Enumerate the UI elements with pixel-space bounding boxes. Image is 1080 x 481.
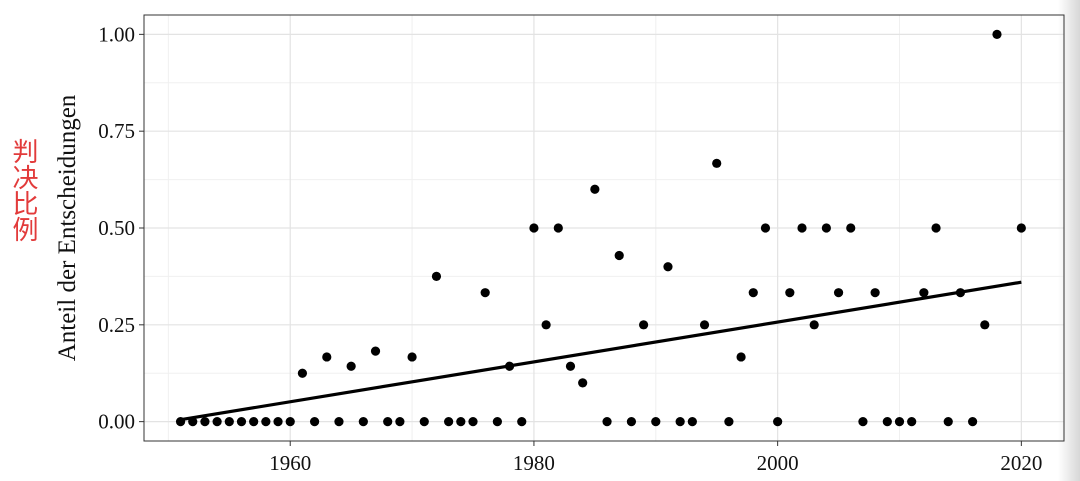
data-point — [224, 417, 234, 427]
data-point — [809, 320, 819, 330]
data-point — [1016, 223, 1026, 233]
x-tick-label: 2000 — [757, 451, 799, 475]
data-point — [261, 417, 271, 427]
data-point — [833, 288, 844, 298]
y-axis-ticks: 0.00 0.25 0.50 0.75 1.00 — [98, 22, 144, 434]
data-point — [370, 346, 381, 356]
data-point — [626, 417, 637, 427]
data-point — [919, 288, 929, 298]
y-tick-label: 0.50 — [98, 216, 135, 240]
data-point — [285, 417, 295, 427]
data-point — [687, 417, 697, 427]
data-point — [992, 29, 1002, 39]
data-point — [578, 378, 588, 388]
data-point — [517, 417, 527, 427]
data-point — [431, 271, 442, 282]
data-point — [249, 417, 259, 427]
data-point — [846, 223, 856, 233]
data-point — [529, 223, 539, 233]
data-point — [358, 417, 368, 427]
data-point — [797, 223, 807, 233]
data-point — [188, 417, 198, 427]
data-point — [907, 417, 917, 427]
data-point — [297, 368, 308, 378]
data-point — [395, 417, 405, 427]
data-point — [699, 320, 710, 330]
chinese-side-annotation: 判决比例 — [8, 138, 38, 242]
y-axis-label: Anteil der Entscheidungen — [54, 94, 81, 361]
data-point — [639, 320, 649, 330]
data-point — [821, 223, 831, 233]
trend-line — [180, 280, 1022, 422]
data-point — [785, 288, 795, 298]
y-tick-label: 0.25 — [98, 313, 135, 337]
data-point — [651, 417, 661, 427]
data-point — [444, 417, 454, 427]
data-point — [492, 417, 502, 427]
data-point — [334, 417, 344, 427]
x-axis-ticks: 1960 1980 2000 2020 — [269, 441, 1042, 475]
data-point — [456, 417, 466, 427]
data-point — [955, 288, 966, 298]
data-point — [541, 320, 551, 330]
data-point — [773, 417, 783, 427]
data-point — [383, 417, 393, 427]
data-point — [590, 184, 600, 194]
data-point — [480, 288, 490, 298]
data-point — [407, 352, 417, 362]
x-tick-label: 1960 — [269, 451, 311, 475]
data-point — [346, 361, 356, 371]
data-point — [553, 223, 563, 233]
data-point — [273, 417, 283, 427]
data-point — [943, 417, 953, 427]
data-point — [236, 417, 247, 427]
data-point — [309, 417, 320, 427]
data-point — [931, 223, 941, 233]
data-point — [894, 417, 905, 427]
data-point — [980, 320, 990, 330]
y-tick-label: 0.00 — [98, 410, 135, 434]
data-point — [663, 262, 673, 272]
data-point — [504, 361, 515, 371]
data-point — [870, 288, 880, 298]
data-points — [175, 29, 1026, 427]
data-point — [736, 352, 746, 362]
y-tick-label: 1.00 — [98, 22, 135, 46]
data-point — [175, 417, 186, 427]
data-point — [565, 361, 576, 371]
data-point — [468, 417, 478, 427]
y-tick-label: 0.75 — [98, 119, 135, 143]
data-point — [882, 417, 892, 427]
data-point — [212, 417, 222, 427]
data-point — [760, 223, 771, 233]
data-point — [614, 250, 624, 261]
data-point — [724, 417, 734, 427]
x-tick-label: 1980 — [513, 451, 555, 475]
data-point — [675, 417, 685, 427]
data-point — [200, 417, 210, 427]
data-point — [322, 352, 332, 362]
data-point — [419, 417, 429, 427]
trend-line-group — [180, 280, 1022, 422]
x-tick-label: 2020 — [1000, 451, 1042, 475]
data-point — [712, 158, 722, 168]
data-point — [858, 417, 868, 427]
data-point — [748, 288, 758, 298]
major-gridlines — [144, 15, 1064, 441]
data-point — [968, 417, 978, 427]
data-point — [602, 417, 612, 427]
